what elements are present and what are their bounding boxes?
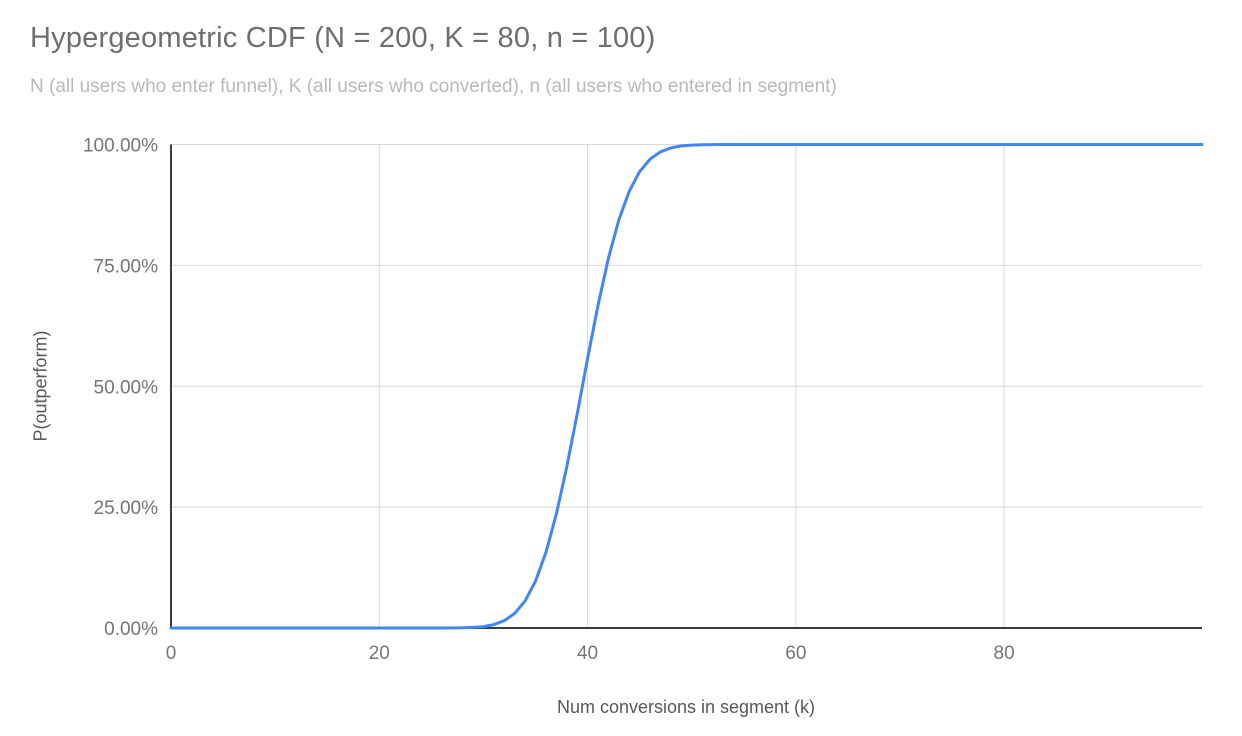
y-tick-label: 50.00%	[94, 377, 159, 398]
cdf-curve	[169, 143, 1204, 630]
x-tick-label: 20	[369, 643, 390, 664]
y-tick-label: 75.00%	[94, 256, 159, 277]
x-tick-label: 0	[166, 643, 177, 664]
y-tick-label: 100.00%	[83, 136, 158, 157]
chart-title: Hypergeometric CDF (N = 200, K = 80, n =…	[30, 22, 656, 54]
y-tick-label: 25.00%	[94, 498, 159, 519]
x-tick-label: 60	[785, 643, 806, 664]
x-tick-label: 80	[994, 643, 1015, 664]
x-tick-label: 40	[577, 643, 598, 664]
y-tick-label: 0.00%	[104, 619, 158, 640]
y-axis-title: P(outperform)	[30, 330, 51, 442]
chart-subtitle: N (all users who enter funnel), K (all u…	[30, 76, 837, 97]
x-axis-title: Num conversions in segment (k)	[556, 697, 816, 717]
